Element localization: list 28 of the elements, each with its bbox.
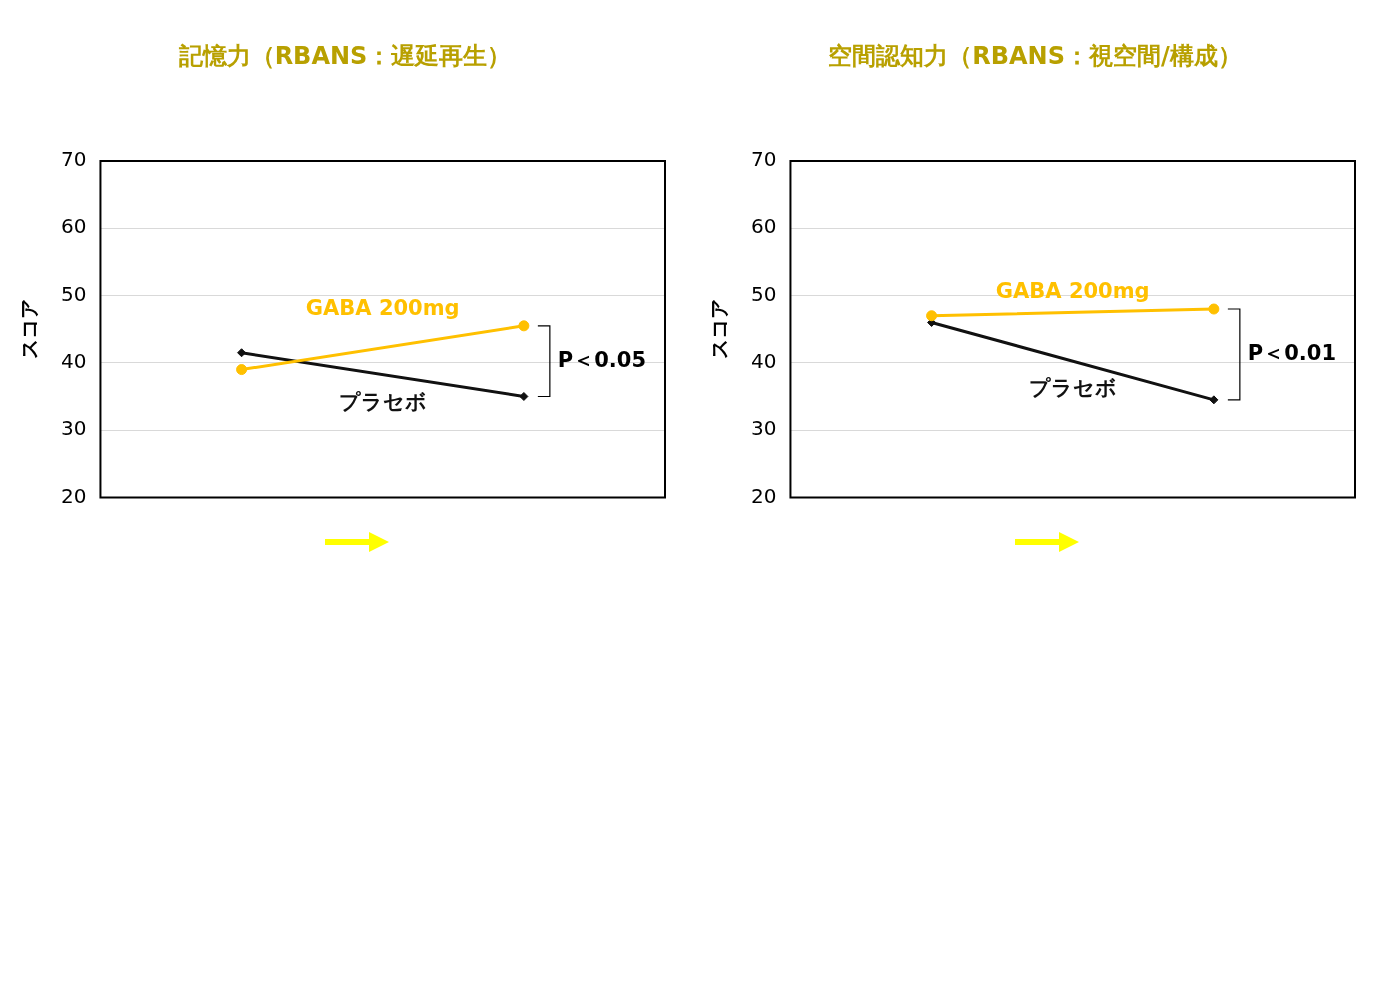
y-tick-label: 70 <box>751 147 777 172</box>
annotation: P＜0.01 <box>1247 340 1337 365</box>
annotation: P＜0.05 <box>557 347 647 372</box>
y-axis-title: スコア <box>17 299 42 360</box>
y-axis-title: スコア <box>707 299 732 360</box>
y-tick-label: 40 <box>61 349 87 374</box>
series-label: GABA 200mg <box>305 295 460 320</box>
y-tick-label: 60 <box>751 214 777 239</box>
chart-title: 記憶力（RBANS：遅延再生） <box>177 41 513 72</box>
y-tick-label: 60 <box>61 214 87 239</box>
y-tick-label: 50 <box>61 281 87 306</box>
series-label: プラセボ <box>1028 376 1117 401</box>
point <box>519 391 529 401</box>
chart-title: 空間認知力（RBANS：視空間/構成） <box>827 41 1243 72</box>
point <box>1209 395 1219 405</box>
series-label: プラセボ <box>338 389 427 414</box>
point <box>926 310 938 322</box>
y-tick-label: 30 <box>751 416 777 441</box>
point <box>518 320 530 332</box>
y-tick-label: 70 <box>61 147 87 172</box>
point <box>236 364 248 376</box>
series-label: GABA 200mg <box>995 278 1150 303</box>
y-tick-label: 50 <box>751 281 777 306</box>
y-tick-label: 20 <box>61 483 87 508</box>
y-tick-label: 20 <box>751 483 777 508</box>
y-tick-label: 40 <box>751 349 777 374</box>
point <box>1208 303 1220 315</box>
y-tick-label: 30 <box>61 416 87 441</box>
